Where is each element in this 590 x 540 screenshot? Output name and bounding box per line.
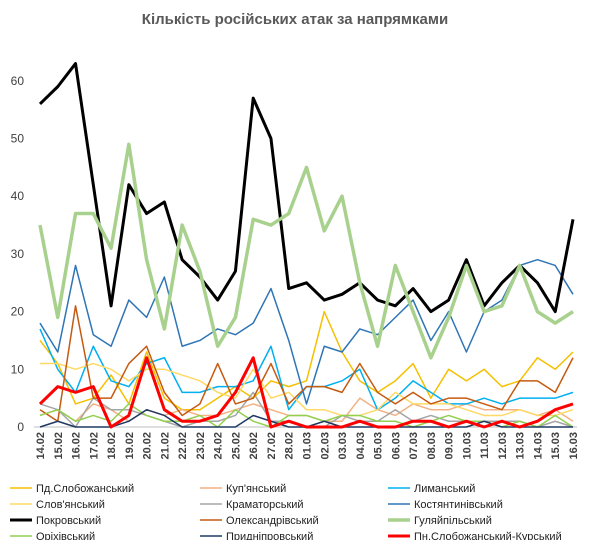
legend-label: Пд.Слобожанський: [36, 483, 134, 495]
series-line: [38, 356, 574, 429]
x-tick-label: 06.03: [390, 432, 402, 460]
x-tick-label: 24.02: [213, 432, 225, 460]
x-tick-label: 16.02: [71, 432, 83, 460]
series-line: [39, 328, 574, 411]
x-tick-label: 28.02: [284, 432, 296, 460]
legend-label: Костянтинівський: [414, 499, 503, 511]
x-tick-label: 15.03: [550, 432, 562, 460]
y-tick-label: 30: [11, 247, 25, 261]
y-tick-label: 20: [11, 305, 25, 319]
x-tick-label: 20.02: [142, 432, 154, 460]
x-tick-label: 27.02: [266, 432, 278, 460]
x-tick-label: 21.02: [159, 432, 171, 460]
x-tick-label: 09.03: [444, 432, 456, 460]
x-tick-label: 05.03: [373, 432, 385, 460]
x-tick-label: 15.02: [53, 432, 65, 460]
series-line: [39, 310, 574, 411]
x-tick-label: 14.02: [35, 432, 47, 460]
legend-label: Оріхівський: [36, 531, 95, 540]
x-tick-label: 14.03: [532, 432, 544, 460]
legend-label: Олександрівський: [226, 515, 319, 527]
x-tick-label: 12.03: [497, 432, 509, 460]
x-tick-label: 18.02: [106, 432, 118, 460]
legend-label: Куп'янський: [226, 483, 286, 495]
x-tick-label: 01.03: [302, 432, 314, 460]
x-tick-label: 04.03: [355, 432, 367, 460]
x-tick-label: 11.03: [479, 432, 491, 459]
x-tick-label: 13.03: [515, 432, 527, 460]
series-line: [39, 305, 574, 422]
x-tick-label: 07.03: [408, 432, 420, 460]
x-tick-label: 10.03: [461, 432, 473, 460]
y-tick-label: 50: [11, 132, 25, 146]
legend-label: Покровський: [36, 515, 101, 527]
x-tick-label: 03.03: [337, 432, 349, 460]
x-tick-label: 17.02: [88, 432, 100, 460]
x-tick-label: 19.02: [124, 432, 136, 460]
y-tick-label: 0: [17, 420, 24, 434]
x-tick-label: 02.03: [319, 432, 331, 460]
x-tick-label: 08.03: [426, 432, 438, 460]
y-tick-label: 10: [11, 362, 25, 376]
x-tick-label: 26.02: [248, 432, 260, 460]
legend-label: Гуляйпільський: [414, 515, 492, 527]
y-tick-label: 60: [11, 74, 25, 88]
series-line: [40, 362, 574, 417]
legend-label: Придніпровський: [226, 531, 313, 540]
x-tick-label: 22.02: [177, 432, 189, 460]
x-tick-label: 16.03: [568, 432, 580, 460]
legend-label: Пн.Слобожанський-Курський: [414, 531, 562, 540]
legend-label: Краматорський: [226, 499, 304, 511]
series-line: [38, 142, 574, 360]
y-tick-label: 40: [11, 189, 25, 203]
legend-label: Лиманський: [414, 483, 475, 495]
legend-label: Слов'янський: [36, 499, 105, 511]
x-tick-label: 23.02: [195, 432, 207, 460]
series-line: [38, 62, 575, 314]
x-tick-label: 25.02: [230, 432, 242, 460]
chart-title: Кількість російських атак за напрямками: [142, 11, 448, 28]
